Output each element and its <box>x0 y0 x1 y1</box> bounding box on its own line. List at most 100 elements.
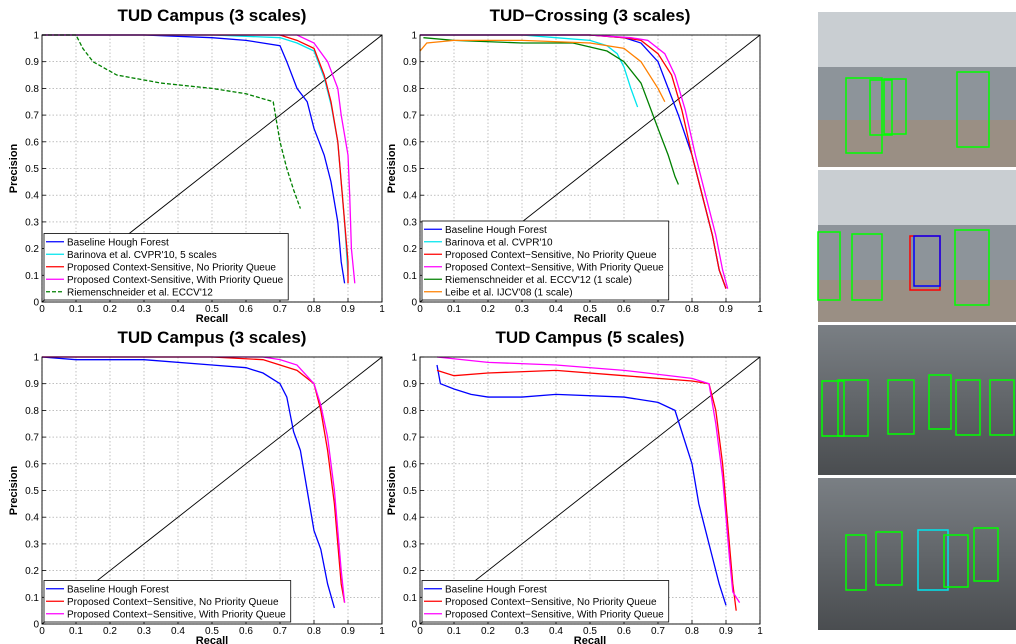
legend-label: Baseline Hough Forest <box>67 584 169 595</box>
y-tick-label: 0.8 <box>25 84 39 95</box>
legend-label: Barinova et al. CVPR'10, 5 scales <box>67 250 217 261</box>
y-axis-label: Precision <box>386 143 398 193</box>
y-tick-label: 0.6 <box>25 137 39 148</box>
series-line <box>423 37 679 185</box>
y-tick-label: 0.5 <box>403 486 417 497</box>
y-tick-label: 1 <box>411 353 417 364</box>
y-tick-label: 0.7 <box>403 433 417 444</box>
x-tick-label: 0.1 <box>69 626 83 637</box>
x-tick-label: 1 <box>757 626 763 637</box>
chart-title: TUD Campus (3 scales) <box>118 6 307 25</box>
x-tick-label: 0 <box>417 304 423 315</box>
y-tick-label: 0.3 <box>403 217 417 228</box>
legend: Baseline Hough Forest Barinova et al. CVP… <box>43 233 289 301</box>
x-tick-label: 0.1 <box>447 304 461 315</box>
y-tick-label: 0.4 <box>25 191 39 202</box>
axes-frame <box>419 34 761 303</box>
axes-frame <box>41 356 383 625</box>
reference-line <box>41 356 383 625</box>
y-tick-label: 0.6 <box>403 459 417 470</box>
legend-box <box>43 580 292 623</box>
y-tick-label: 0.9 <box>25 57 39 68</box>
x-tick-label: 0.3 <box>137 626 151 637</box>
legend-label: Proposed Context−Sensitive, With Priorit… <box>445 262 664 273</box>
y-tick-label: 0.4 <box>403 513 417 524</box>
legend-label: Leibe et al. IJCV'08 (1 scale) <box>445 287 573 298</box>
y-tick-label: 0 <box>411 298 417 309</box>
x-tick-label: 0.7 <box>273 304 287 315</box>
chart: 0 0.1 0.2 0.3 0.4 0.5 0.6 0.7 0.8 0.9 1 0 0.1 0.2 0.3 0… <box>386 328 763 644</box>
y-tick-label: 0.9 <box>25 379 39 390</box>
x-tick-label: 0.5 <box>583 304 597 315</box>
series-line <box>420 34 729 289</box>
y-axis-label: Precision <box>386 465 398 515</box>
legend-label: Baseline Hough Forest <box>67 237 169 248</box>
x-tick-label: 0.2 <box>103 304 117 315</box>
y-tick-label: 0 <box>33 620 39 631</box>
x-tick-label: 0 <box>39 304 45 315</box>
y-tick-label: 0.3 <box>25 539 39 550</box>
x-tick-label: 0.4 <box>549 304 563 315</box>
x-tick-label: 0.6 <box>239 626 253 637</box>
legend-label: Proposed Context-Sensitive, No Priority … <box>67 262 276 273</box>
series-line <box>42 34 302 209</box>
legend-label: Barinova et al. CVPR'10 <box>445 237 553 248</box>
y-tick-label: 0.1 <box>25 593 39 604</box>
x-tick-label: 0.2 <box>481 304 495 315</box>
x-tick-label: 0.8 <box>685 304 699 315</box>
chart: 0 0.1 0.2 0.3 0.4 0.5 0.6 0.7 0.8 0.9 1 0 0.1 0.2 0.3 0… <box>386 6 763 325</box>
y-tick-label: 0.5 <box>403 164 417 175</box>
legend-box <box>421 220 670 301</box>
photo <box>818 325 1016 475</box>
x-tick-label: 0.9 <box>341 304 355 315</box>
x-tick-label: 0 <box>417 626 423 637</box>
legend-label: Baseline Hough Forest <box>445 584 547 595</box>
axes-frame <box>419 356 761 625</box>
x-tick-label: 0.3 <box>515 626 529 637</box>
chart-title: TUD Campus (5 scales) <box>496 328 685 347</box>
legend-label: Proposed Context−Sensitive, No Priority … <box>445 597 657 608</box>
x-tick-label: 0.6 <box>617 626 631 637</box>
x-tick-label: 0.1 <box>447 626 461 637</box>
legend-label: Proposed Context−Sensitive, With Priorit… <box>67 609 286 620</box>
reference-line <box>419 356 761 625</box>
legend-box <box>43 233 289 301</box>
y-tick-label: 0.1 <box>403 593 417 604</box>
y-axis-label: Precision <box>8 465 20 515</box>
y-tick-label: 0.5 <box>25 486 39 497</box>
x-tick-label: 1 <box>379 304 385 315</box>
y-tick-label: 0.2 <box>403 566 417 577</box>
y-tick-label: 1 <box>411 31 417 42</box>
y-tick-label: 0.6 <box>25 459 39 470</box>
y-axis-label: Precision <box>8 143 20 193</box>
axes-frame <box>41 34 383 303</box>
y-tick-label: 0.7 <box>25 111 39 122</box>
x-tick-label: 0.9 <box>719 626 733 637</box>
x-tick-label: 0.6 <box>239 304 253 315</box>
x-tick-label: 0.5 <box>205 304 219 315</box>
series-line <box>42 356 346 603</box>
legend-box <box>421 580 670 623</box>
x-axis-label: Recall <box>574 635 606 644</box>
y-tick-label: 0.1 <box>25 271 39 282</box>
x-tick-label: 1 <box>379 626 385 637</box>
series-line <box>419 39 666 103</box>
y-tick-label: 0.8 <box>25 406 39 417</box>
y-tick-label: 0.7 <box>25 433 39 444</box>
legend-label: Proposed Context−Sensitive, With Priorit… <box>445 609 664 620</box>
x-tick-label: 0.4 <box>549 626 563 637</box>
y-tick-label: 0.4 <box>403 191 417 202</box>
y-tick-label: 0.9 <box>403 57 417 68</box>
y-tick-label: 0 <box>411 620 417 631</box>
x-tick-label: 0.4 <box>171 304 185 315</box>
y-tick-label: 0.8 <box>403 84 417 95</box>
x-tick-label: 0.7 <box>273 626 287 637</box>
chart: 0 0.1 0.2 0.3 0.4 0.5 0.6 0.7 0.8 0.9 1 0 0.1 0.2 0.3 0… <box>8 6 385 325</box>
x-tick-label: 0.9 <box>719 304 733 315</box>
x-tick-label: 0.2 <box>103 626 117 637</box>
chart-title: TUD Campus (3 scales) <box>118 328 307 347</box>
y-tick-label: 0.3 <box>403 539 417 550</box>
legend: Baseline Hough Forest Proposed Context−Se… <box>43 580 292 623</box>
